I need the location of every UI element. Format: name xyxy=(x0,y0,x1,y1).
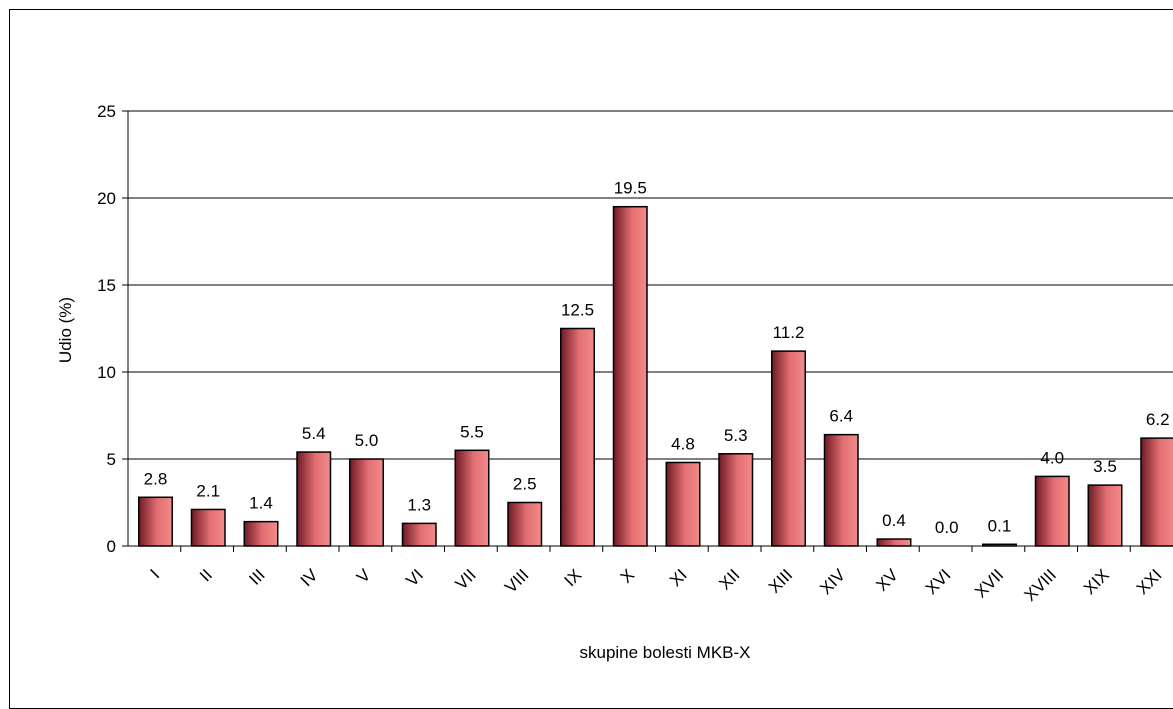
bar xyxy=(876,538,912,547)
bar xyxy=(401,522,437,547)
value-label: 0.4 xyxy=(882,511,906,530)
value-label: 12.5 xyxy=(561,301,594,320)
x-tick-label: II xyxy=(196,565,216,585)
x-tick-label: VII xyxy=(452,565,480,593)
bar xyxy=(1087,484,1123,547)
gridlines xyxy=(128,110,1173,460)
bar xyxy=(1140,437,1173,547)
x-tick-label: XIII xyxy=(765,565,796,596)
bars xyxy=(138,205,1173,547)
bar xyxy=(823,433,859,547)
y-tick-label: 0 xyxy=(107,537,116,556)
value-label: 6.2 xyxy=(1146,410,1170,429)
bar xyxy=(560,327,595,547)
x-tick-label: I xyxy=(147,565,164,582)
x-tick-label: V xyxy=(353,565,375,587)
value-label: 0.1 xyxy=(988,516,1012,535)
bar xyxy=(454,449,490,547)
x-tick-label: VIII xyxy=(501,565,532,596)
bar xyxy=(665,461,701,547)
value-label: 5.4 xyxy=(302,424,326,443)
x-tick-label: VI xyxy=(402,565,427,590)
bar xyxy=(612,205,648,547)
bar xyxy=(718,453,754,547)
value-label: 4.8 xyxy=(671,434,695,453)
y-tick-label: 15 xyxy=(97,276,116,295)
x-tick-label: XI xyxy=(666,565,691,590)
x-tick-label: XVII xyxy=(971,565,1007,601)
bar-chart: 2.8 2.1 1.4 5.4 5.0 1.3 5.5 2.5 12.5 19.5 4.8 5.3 11… xyxy=(56,102,1173,662)
value-label: 5.5 xyxy=(460,422,484,441)
x-axis-title: skupine bolesti MKB-X xyxy=(579,643,750,662)
value-label: 11.2 xyxy=(773,323,805,342)
value-label: 3.5 xyxy=(1093,457,1117,476)
bar xyxy=(138,496,173,547)
value-label: 1.4 xyxy=(249,494,273,513)
y-tick-label: 20 xyxy=(97,189,116,208)
value-labels: 2.8 2.1 1.4 5.4 5.0 1.3 5.5 2.5 12.5 19.5 4.8 5.3 11… xyxy=(144,179,1170,537)
value-label: 2.5 xyxy=(513,475,537,494)
x-tick-label: XVIII xyxy=(1021,565,1060,604)
value-label: 1.3 xyxy=(407,495,431,514)
bar xyxy=(349,458,384,547)
x-tick-label: XVI xyxy=(922,565,955,598)
value-label: 4.0 xyxy=(1040,448,1064,467)
axes xyxy=(122,110,1173,552)
bar xyxy=(507,501,543,547)
x-tick-label: XIX xyxy=(1080,565,1113,598)
bar xyxy=(296,451,332,547)
y-axis-title: Udio (%) xyxy=(56,297,75,363)
x-tick-label: XIV xyxy=(816,565,849,598)
value-label: 2.8 xyxy=(144,469,168,488)
x-tick-label: III xyxy=(245,565,268,588)
y-tick-label: 25 xyxy=(97,102,116,121)
y-tick-label: 5 xyxy=(107,450,116,469)
bar xyxy=(190,508,226,547)
x-tick-label: XV xyxy=(872,565,902,595)
y-tick-label: 10 xyxy=(97,363,116,382)
value-label: 5.0 xyxy=(355,431,379,450)
value-label: 0.0 xyxy=(935,518,959,537)
x-tick-label: IX xyxy=(561,565,586,590)
value-label: 2.1 xyxy=(196,481,220,500)
x-tick-label: XXI xyxy=(1133,565,1166,598)
bar xyxy=(243,520,279,547)
x-tick-label: X xyxy=(617,565,638,586)
bar xyxy=(771,350,806,547)
x-tick-label: XII xyxy=(715,565,743,593)
bar xyxy=(1034,475,1070,547)
x-tick-label: IV xyxy=(297,565,322,590)
value-label: 6.4 xyxy=(829,407,853,426)
value-label: 19.5 xyxy=(614,179,647,198)
value-label: 5.3 xyxy=(724,426,748,445)
